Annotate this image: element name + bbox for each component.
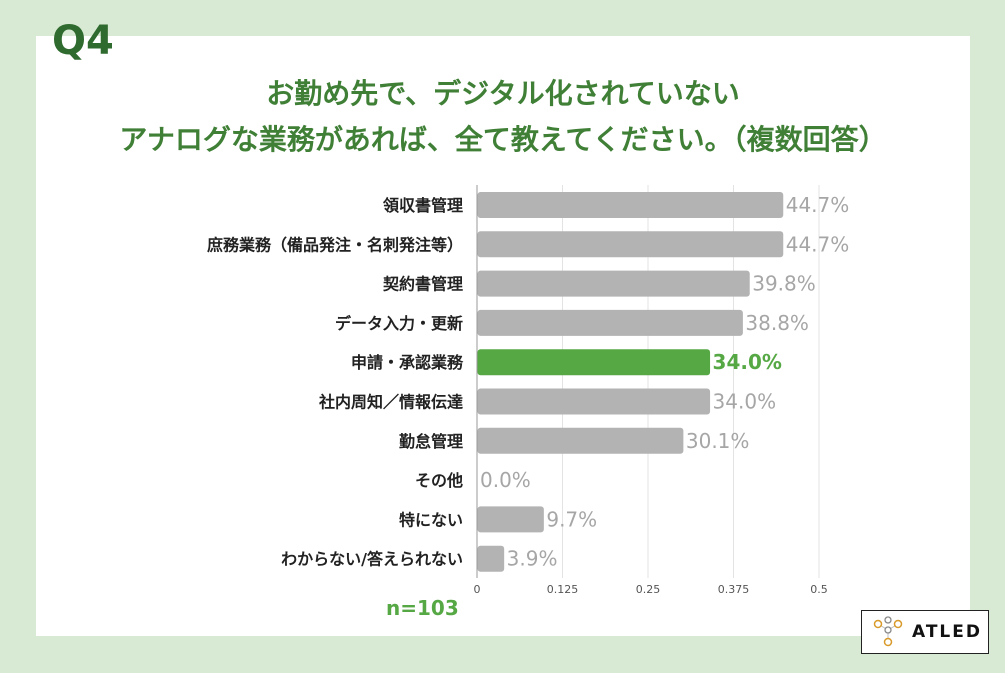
question-number: Q4 [52,18,114,64]
data-label: 38.8% [745,311,809,335]
bar [477,506,544,533]
bar [477,388,711,415]
bar [477,270,750,297]
sample-size: n=103 [386,596,459,620]
data-label: 3.9% [507,547,558,571]
data-label: 0.0% [480,468,531,492]
x-tick-label: 0.25 [636,583,661,596]
chart-card [36,36,970,636]
bar [477,231,784,258]
x-tick-label: 0.375 [718,583,750,596]
logo-text: ATLED [912,622,982,642]
data-label: 34.0% [713,390,777,414]
data-label: 44.7% [786,232,850,256]
category-label: 領収書管理 [383,196,463,215]
category-label: わからない/答えられない [281,550,463,569]
bar [477,192,784,218]
chart-title-line1: お勤め先で、デジタル化されていない [266,77,740,110]
category-label: 勤怠管理 [399,432,463,451]
data-label: 9.7% [546,507,597,531]
category-label: 申請・承認業務 [351,353,464,372]
x-tick-label: 0.125 [547,583,579,596]
bar [477,349,711,376]
atled-logo: ATLED [861,610,989,654]
x-tick-label: 0 [474,583,481,596]
data-label: 34.0% [713,350,782,374]
bar [477,427,684,454]
category-label: 契約書管理 [382,275,463,294]
category-label: 社内周知／情報伝達 [318,393,463,412]
data-label: 30.1% [686,429,750,453]
bar [477,309,743,336]
category-label: データ入力・更新 [335,314,463,333]
logo-mark-icon [873,616,903,647]
chart-title-line2: アナログな業務があれば、全て教えてください。（複数回答） [119,123,887,156]
category-label: 庶務業務（備品発注・名刺発注等） [207,235,463,254]
category-label: その他 [415,471,463,490]
x-tick-label: 0.5 [810,583,828,596]
data-label: 44.7% [786,193,850,217]
bar [477,545,505,572]
category-label: 特にない [399,510,463,529]
data-label: 39.8% [752,272,816,296]
